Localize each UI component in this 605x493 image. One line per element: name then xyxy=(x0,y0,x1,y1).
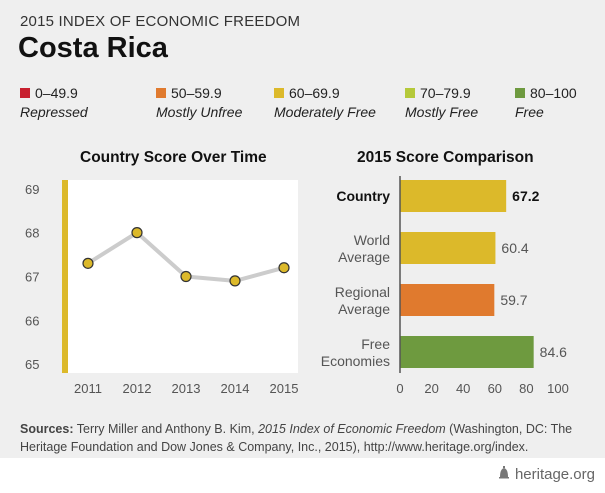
legend-label: Mostly Free xyxy=(405,104,479,120)
legend-range: 70–79.9 xyxy=(420,85,471,101)
sources-text-after: (Washington, DC: The Heritage Foundation… xyxy=(20,422,573,454)
x-tick-label: 2013 xyxy=(172,381,201,396)
sources-title: 2015 Index of Economic Freedom xyxy=(258,422,446,436)
bar-value-label: 84.6 xyxy=(540,344,567,360)
legend-swatch xyxy=(515,87,525,98)
bar-value-label: 67.2 xyxy=(512,188,539,204)
x-tick-label: 0 xyxy=(396,381,403,396)
category-label-line: Free xyxy=(361,336,390,352)
legend-item-mostly-unfree: 50–59.9 Mostly Unfree xyxy=(156,85,242,120)
y-tick-label: 68 xyxy=(25,226,39,241)
legend-range: 50–59.9 xyxy=(171,85,222,101)
x-tick-label: 60 xyxy=(488,381,502,396)
category-label-line: World xyxy=(354,232,390,248)
category-label-line: Economies xyxy=(321,353,390,369)
bar-value-label: 59.7 xyxy=(500,292,527,308)
category-label-line: Average xyxy=(338,301,390,317)
legend-swatch xyxy=(274,87,284,98)
legend-label: Free xyxy=(515,104,544,120)
legend-label: Repressed xyxy=(20,104,88,120)
data-point xyxy=(278,262,290,274)
category-label: World Average xyxy=(338,232,390,265)
category-label: Free Economies xyxy=(321,336,390,369)
index-title: 2015 INDEX OF ECONOMIC FREEDOM xyxy=(20,13,301,30)
legend-item-moderately-free: 60–69.9 Moderately Free xyxy=(274,85,376,120)
line-chart-title: Country Score Over Time xyxy=(80,149,267,166)
data-point xyxy=(82,257,94,269)
sources-note: Sources: Terry Miller and Anthony B. Kim… xyxy=(20,420,590,456)
score-band-bar xyxy=(62,180,68,373)
liberty-bell-icon xyxy=(498,466,509,479)
x-tick-label: 2015 xyxy=(270,381,299,396)
legend-item-repressed: 0–49.9 Repressed xyxy=(20,85,88,120)
legend-label: Mostly Unfree xyxy=(156,104,243,120)
data-point xyxy=(131,227,143,239)
x-tick-label: 2012 xyxy=(123,381,152,396)
sources-text-before: Terry Miller and Anthony B. Kim, xyxy=(73,422,259,436)
legend-item-free: 80–100 Free xyxy=(515,85,577,120)
bar xyxy=(400,180,507,212)
legend-label: Moderately Free xyxy=(274,104,376,120)
legend-range: 80–100 xyxy=(530,85,577,101)
bar xyxy=(400,284,495,316)
bar xyxy=(400,336,534,368)
data-point xyxy=(180,270,192,283)
legend-item-mostly-free: 70–79.9 Mostly Free xyxy=(405,85,478,120)
y-tick-label: 67 xyxy=(25,270,39,285)
x-tick-label: 80 xyxy=(519,381,533,396)
y-tick-label: 69 xyxy=(25,182,39,197)
x-tick-label: 100 xyxy=(547,381,569,396)
category-label: Regional Average xyxy=(335,284,390,317)
legend-swatch xyxy=(405,87,415,98)
score-legend: 0–49.9 Repressed 50–59.9 Mostly Unfree 6… xyxy=(20,85,600,121)
footer-brand: heritage.org xyxy=(514,466,595,483)
bar xyxy=(400,232,496,264)
category-label-line: Average xyxy=(338,249,390,265)
legend-swatch xyxy=(156,87,166,98)
x-tick-label: 40 xyxy=(456,381,470,396)
sources-prefix: Sources: xyxy=(20,422,74,436)
legend-swatch xyxy=(20,87,30,98)
category-label: Country xyxy=(336,188,390,204)
bar-chart-title: 2015 Score Comparison xyxy=(357,149,534,166)
footer: heritage.org xyxy=(0,458,605,493)
x-tick-label: 20 xyxy=(424,381,438,396)
legend-range: 60–69.9 xyxy=(289,85,340,101)
legend-range: 0–49.9 xyxy=(35,85,78,101)
y-tick-label: 65 xyxy=(25,357,39,372)
data-point xyxy=(229,275,241,287)
y-tick-label: 66 xyxy=(25,313,39,328)
heritage-logo[interactable]: heritage.org xyxy=(498,466,595,483)
country-name: Costa Rica xyxy=(18,32,168,64)
x-tick-label: 2011 xyxy=(74,381,102,396)
bar-value-label: 60.4 xyxy=(501,240,528,256)
category-label-line: Regional xyxy=(335,284,390,300)
x-tick-label: 2014 xyxy=(221,381,250,396)
